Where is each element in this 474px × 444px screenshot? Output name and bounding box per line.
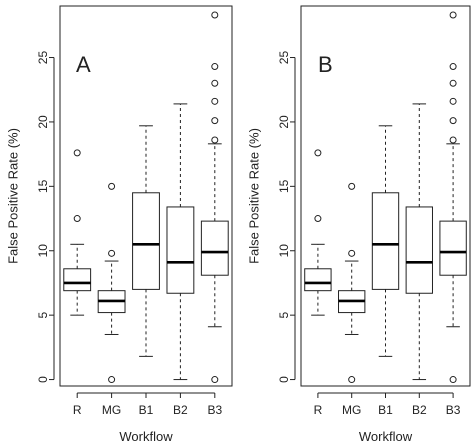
y-tick-label: 25 (36, 51, 50, 65)
outlier-point (449, 63, 457, 71)
outlier-point (348, 249, 356, 257)
outlier-point (314, 215, 322, 223)
iqr-box (439, 220, 467, 276)
outlier-point (73, 215, 81, 223)
outlier-point (449, 136, 457, 144)
y-tick-label: 25 (277, 51, 291, 65)
y-tick-label: 10 (36, 244, 50, 258)
box-b2 (405, 103, 433, 381)
panel-a: 0 5 10 15 20 25 False Positive Rate (%) R MG B1 B2… (5, 5, 233, 444)
outlier-point (211, 79, 219, 87)
x-tick-label: B2 (173, 403, 188, 417)
y-tick-label: 20 (36, 115, 50, 129)
x-axis-title: Workflow (119, 429, 173, 444)
outlier-point (108, 182, 116, 190)
outlier-point (108, 249, 116, 257)
iqr-box (371, 192, 400, 290)
outlier-point (449, 79, 457, 87)
x-tick-label: B2 (412, 403, 427, 417)
y-tick-label: 5 (36, 311, 50, 318)
iqr-box (166, 206, 195, 294)
x-axis-title: Workflow (359, 429, 413, 444)
box-r (304, 149, 332, 316)
y-tick-label: 20 (277, 115, 291, 129)
iqr-box (304, 268, 332, 292)
y-tick-label: 0 (36, 376, 50, 383)
panel-label: A (76, 52, 91, 77)
outlier-point (449, 97, 457, 105)
outlier-point (211, 97, 219, 105)
x-tick-label: R (73, 403, 82, 417)
box-r (63, 149, 92, 316)
outlier-point (211, 117, 219, 125)
outlier-point (108, 376, 116, 384)
x-tick-label: B3 (207, 403, 222, 417)
x-tick-label: MG (342, 403, 361, 417)
box-b3 (200, 11, 229, 384)
y-tick-label: 15 (36, 179, 50, 193)
box-b1 (371, 125, 400, 357)
x-tick-label: R (314, 403, 323, 417)
outlier-point (449, 376, 457, 384)
y-tick-label: 5 (277, 311, 291, 318)
y-axis-title: False Positive Rate (%) (246, 128, 261, 264)
outlier-point (211, 376, 219, 384)
y-tick-label: 10 (277, 244, 291, 258)
outlier-point (211, 11, 219, 19)
box-b3 (439, 11, 467, 384)
y-axis-title: False Positive Rate (%) (5, 128, 20, 264)
outlier-point (73, 149, 81, 157)
panel-label: B (318, 52, 333, 77)
x-tick-label: B1 (378, 403, 393, 417)
outlier-point (449, 117, 457, 125)
x-tick-label: B1 (139, 403, 154, 417)
y-tick-label: 15 (277, 179, 291, 193)
box-b2 (166, 103, 195, 381)
iqr-box (132, 192, 160, 290)
outlier-point (211, 63, 219, 71)
plot-frame (59, 5, 233, 387)
iqr-box (200, 220, 229, 276)
iqr-box (63, 268, 92, 292)
x-tick-label: B3 (446, 403, 461, 417)
iqr-box (405, 206, 433, 294)
panel-b: 0 5 10 15 20 25 False Positive Rate (%) R MG B1 B2… (246, 5, 471, 444)
outlier-point (348, 376, 356, 384)
box-b1 (132, 125, 160, 357)
outlier-point (449, 11, 457, 19)
outlier-point (348, 182, 356, 190)
outlier-point (314, 149, 322, 157)
x-tick-label: MG (102, 403, 121, 417)
y-tick-label: 0 (277, 376, 291, 383)
outlier-point (211, 136, 219, 144)
box-mg (97, 182, 126, 384)
box-mg (338, 182, 366, 384)
plot-frame (300, 5, 471, 387)
